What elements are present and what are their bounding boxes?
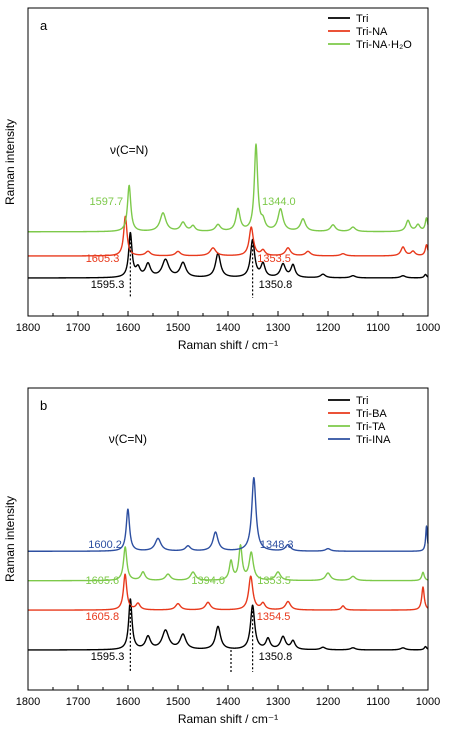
peak-annotation-1: 1348.3 xyxy=(260,539,294,551)
x-tick-label-5: 1300 xyxy=(266,322,290,334)
plot-frame xyxy=(27,7,429,317)
x-tick-label-1: 1700 xyxy=(66,322,90,334)
x-axis-label: Raman shift / cm⁻¹ xyxy=(178,712,278,726)
vibration-label: ν(C=N) xyxy=(109,432,147,446)
series-line-3 xyxy=(27,477,429,552)
peak-annotation-3: 1353.5 xyxy=(257,253,291,265)
peak-annotation-8: 1350.8 xyxy=(259,651,293,663)
peak-annotation-4: 1353.5 xyxy=(257,575,291,587)
series-line-2 xyxy=(27,143,429,233)
legend-label-2: Tri-TA xyxy=(356,421,386,433)
legend-label-0: Tri xyxy=(356,395,368,407)
x-tick-label-6: 1200 xyxy=(316,322,340,334)
peak-annotation-2: 1605.6 xyxy=(86,575,120,587)
panel-b: 1800 1700 1600 1500 1400 1300 1200 1100 1000 Rama… xyxy=(3,387,440,726)
vibration-label: ν(C=N) xyxy=(110,143,148,157)
x-tick-label-7: 1100 xyxy=(366,696,390,708)
x-tick-label-3: 1500 xyxy=(166,696,190,708)
peak-annotation-0: 1600.2 xyxy=(88,539,122,551)
legend-label-3: Tri-INA xyxy=(356,434,391,446)
legend-label-2: Tri-NA·H₂O xyxy=(356,39,412,51)
x-tick-label-8: 1000 xyxy=(416,322,440,334)
series-line-1 xyxy=(27,215,429,257)
x-tick-label-0: 1800 xyxy=(16,696,40,708)
x-axis-label: Raman shift / cm⁻¹ xyxy=(178,338,278,352)
legend-label-0: Tri xyxy=(356,13,368,25)
peak-annotation-5: 1350.8 xyxy=(259,279,293,291)
x-tick-label-4: 1400 xyxy=(216,696,240,708)
x-tick-label-4: 1400 xyxy=(216,322,240,334)
x-tick-label-1: 1700 xyxy=(66,696,90,708)
y-axis-label: Raman intensity xyxy=(3,496,17,582)
peak-annotation-6: 1354.5 xyxy=(257,611,291,623)
peak-annotation-5: 1605.8 xyxy=(85,611,119,623)
peak-annotation-3: 1394.0 xyxy=(191,575,225,587)
x-tick-label-3: 1500 xyxy=(166,322,190,334)
y-axis-label: Raman intensity xyxy=(3,119,17,205)
series-line-0 xyxy=(27,598,429,651)
x-tick-label-2: 1600 xyxy=(116,322,140,334)
x-tick-label-2: 1600 xyxy=(116,696,140,708)
x-tick-label-8: 1000 xyxy=(416,696,440,708)
legend-label-1: Tri-NA xyxy=(356,26,388,38)
legend-label-1: Tri-BA xyxy=(356,408,387,420)
series-line-0 xyxy=(27,231,429,279)
peak-annotation-7: 1595.3 xyxy=(91,651,125,663)
series-line-1 xyxy=(27,573,429,611)
x-tick-label-5: 1300 xyxy=(266,696,290,708)
peak-annotation-4: 1595.3 xyxy=(91,279,125,291)
peak-annotation-1: 1344.0 xyxy=(262,196,296,208)
panel-label: b xyxy=(40,398,47,413)
x-tick-label-0: 1800 xyxy=(16,322,40,334)
panel-label: a xyxy=(40,18,48,33)
peak-annotation-0: 1597.7 xyxy=(89,196,123,208)
series-line-2 xyxy=(27,544,429,582)
x-tick-label-6: 1200 xyxy=(316,696,340,708)
peak-annotation-2: 1605.3 xyxy=(86,253,120,265)
x-tick-label-7: 1100 xyxy=(366,322,390,334)
panel-a: 1800 1700 1600 1500 1400 1300 1200 1100 1000 Rama… xyxy=(3,7,440,352)
